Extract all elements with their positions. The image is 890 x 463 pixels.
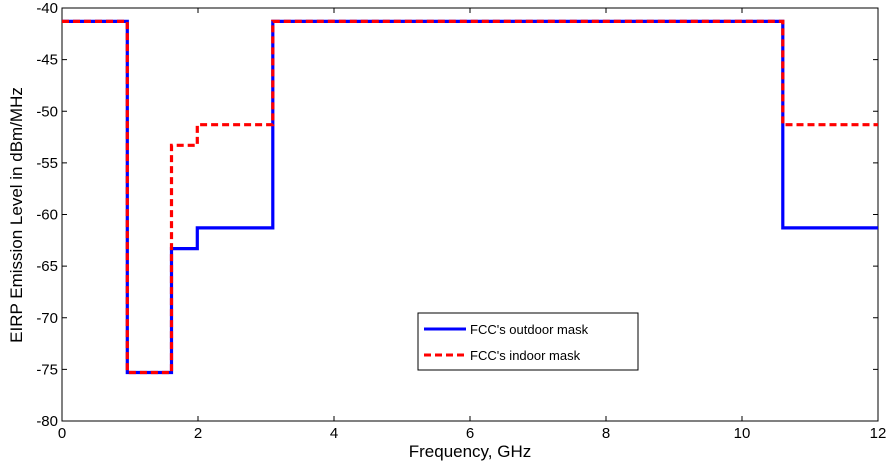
- legend-box: [417, 312, 639, 371]
- y-tick-label: -40: [36, 0, 58, 17]
- y-tick-label: -45: [36, 52, 58, 69]
- series-line-indoor-mask: [62, 19, 878, 375]
- x-tick-label: 12: [870, 425, 887, 442]
- y-axis-title: EIRP Emission Level in dBm/MHz: [7, 87, 26, 343]
- y-tick-label: -65: [36, 258, 58, 275]
- y-tick-label: -50: [36, 103, 58, 120]
- y-tick-label: -70: [36, 310, 58, 327]
- x-tick-label: 4: [330, 425, 338, 442]
- x-tick-label: 6: [466, 425, 474, 442]
- legend-label-indoor: FCC's indoor mask: [470, 348, 581, 363]
- x-tick-label: 0: [58, 425, 66, 442]
- legend-label-outdoor: FCC's outdoor mask: [470, 322, 589, 337]
- x-tick-label: 8: [602, 425, 610, 442]
- x-axis-title: Frequency, GHz: [409, 442, 532, 461]
- legend: FCC's outdoor mask FCC's indoor mask: [417, 312, 639, 371]
- y-tick-label: -55: [36, 155, 58, 172]
- x-tick-label: 10: [734, 425, 751, 442]
- y-tick-label: -80: [36, 413, 58, 430]
- series-layer: [62, 19, 878, 375]
- y-tick-label: -60: [36, 207, 58, 224]
- y-tick-label: -75: [36, 361, 58, 378]
- ticks-layer: 0 2 4 6 8 10 12 -40 -45 -50 -55 -60 -65 -70 -75 -80: [36, 0, 886, 442]
- x-tick-label: 2: [194, 425, 202, 442]
